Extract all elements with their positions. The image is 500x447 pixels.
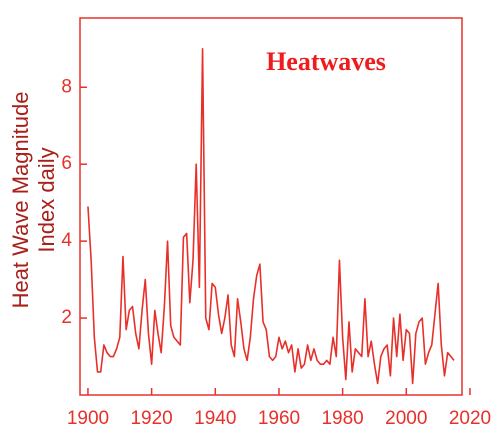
data-line [87,47,455,385]
y-tick-label: 8 [61,76,72,97]
x-tick-label: 2020 [449,408,491,429]
y-axis-label-line: Heat Wave Magnitude [8,92,33,309]
y-tick-label: 4 [61,230,72,251]
x-tick-label: 2000 [385,408,427,429]
x-tick-label: 1920 [130,408,172,429]
y-tick-label: 6 [61,153,72,174]
y-axis-label: Heat Wave Magnitude Index daily [8,92,59,309]
plot-frame [79,17,463,396]
x-tick-label: 1980 [321,408,363,429]
x-tick-label: 1940 [194,408,236,429]
chart-title: Heatwaves [266,47,386,76]
y-axis-label-line: Index daily [34,147,59,252]
x-tick-label: 1900 [67,408,109,429]
y-tick-label: 2 [61,307,72,328]
x-tick-label: 1960 [258,408,300,429]
